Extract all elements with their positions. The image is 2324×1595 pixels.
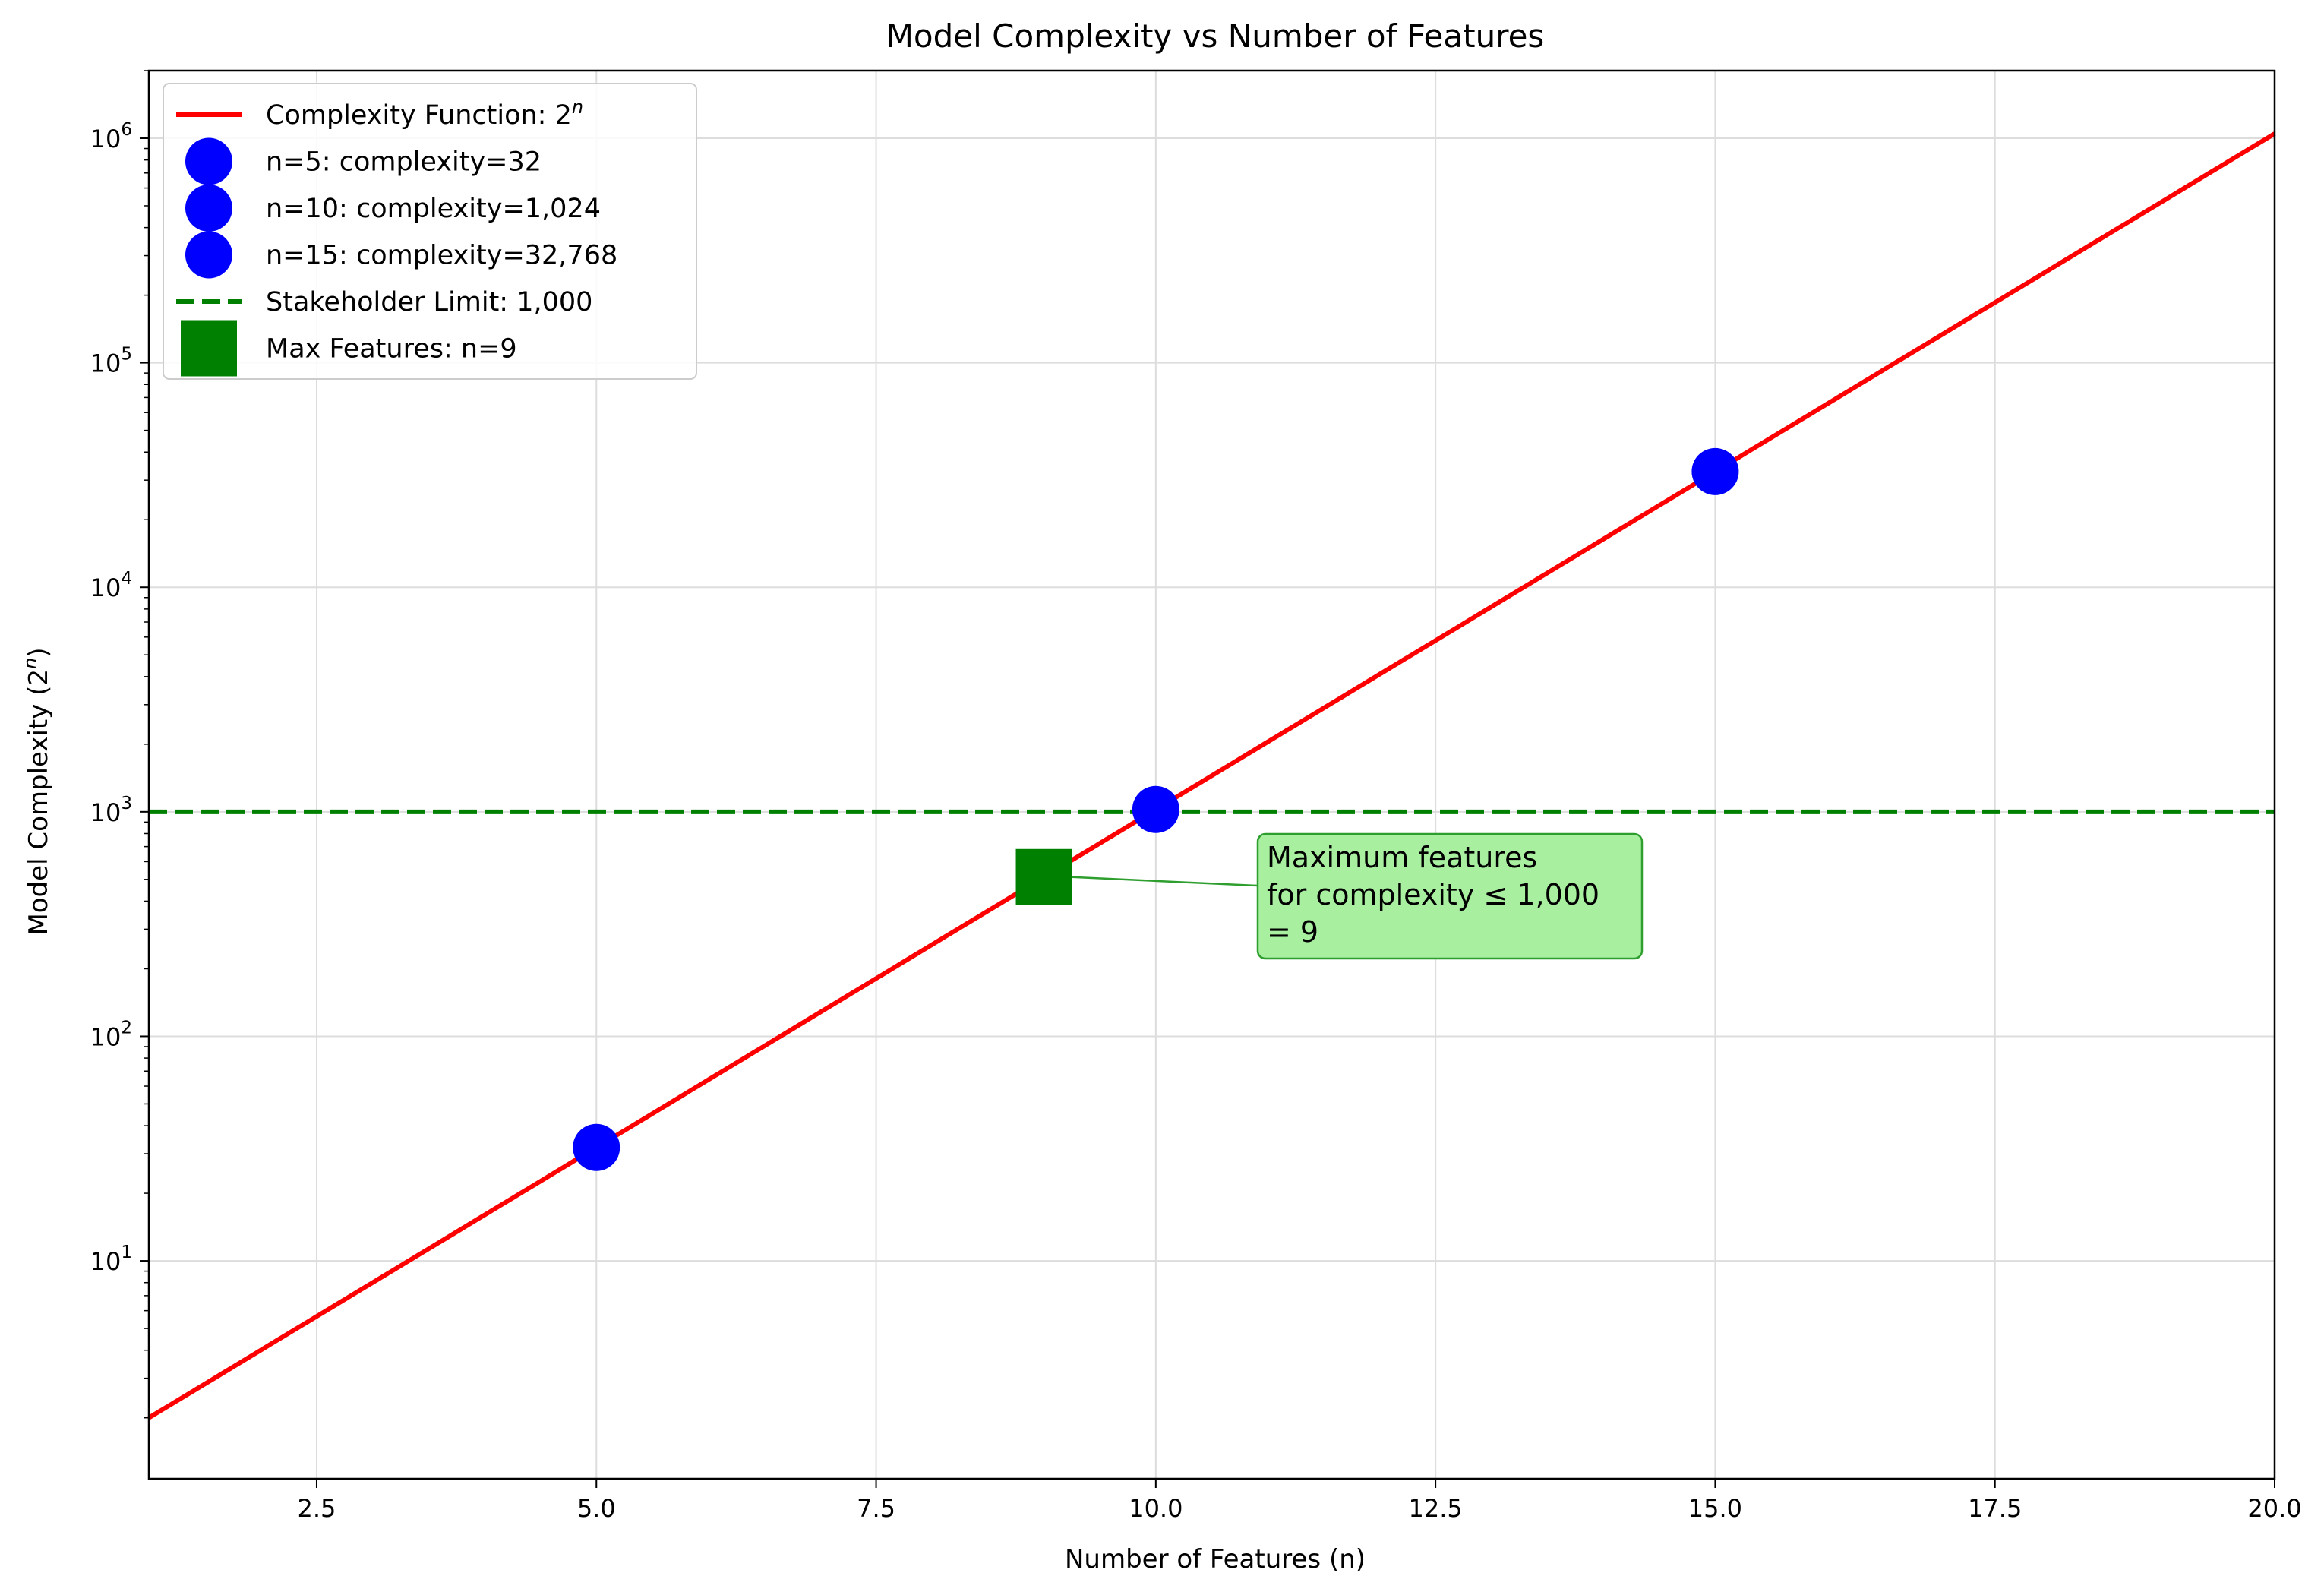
legend-label: n=10: complexity=1,024 xyxy=(266,194,601,224)
complexity-line xyxy=(147,131,2276,1420)
x-axis-ticks: 2.5 5.0 7.5 10.0 12.5 15.0 17.5 20.0 xyxy=(298,1479,2302,1523)
y-axis-label-superscript: n xyxy=(20,658,41,669)
annotation-box xyxy=(1256,832,1644,960)
max-features-marker xyxy=(1015,848,1072,905)
annotation-arrow xyxy=(1072,876,1258,887)
x-tick-label: 20.0 xyxy=(2247,1494,2301,1523)
legend-circle-swatch xyxy=(185,137,232,185)
x-tick-label: 17.5 xyxy=(1968,1494,2022,1523)
annotation-text-line: = 9 xyxy=(1267,915,1318,949)
legend: Complexity Function: 2n n=5: complexity=3… xyxy=(163,83,697,380)
x-axis-label: Number of Features (n) xyxy=(1065,1544,1366,1574)
x-tick-label: 5.0 xyxy=(577,1494,616,1523)
annotation: Maximum features for complexity ≤ 1,000 = … xyxy=(1072,832,1644,960)
complexity-point-n5 xyxy=(573,1123,620,1171)
y-tick-label: 101 xyxy=(90,1243,132,1276)
x-tick-label: 2.5 xyxy=(298,1494,336,1523)
y-axis-label: Model Complexity (2n) xyxy=(20,647,54,935)
complexity-point-n15 xyxy=(1691,447,1739,495)
legend-label: Complexity Function: 2n xyxy=(266,96,583,131)
x-tick-label: 7.5 xyxy=(857,1494,895,1523)
legend-label: Stakeholder Limit: 1,000 xyxy=(266,287,592,317)
x-tick-label: 12.5 xyxy=(1409,1494,1463,1523)
legend-circle-swatch xyxy=(185,231,232,279)
complexity-point-n10 xyxy=(1132,785,1179,833)
legend-square-swatch xyxy=(181,320,237,377)
legend-box xyxy=(163,83,697,380)
legend-label: Max Features: n=9 xyxy=(266,334,517,365)
legend-label: n=15: complexity=32,768 xyxy=(266,241,617,271)
plot-frame xyxy=(147,69,2276,1480)
plot-content xyxy=(147,131,2276,1420)
annotation-text-line: Maximum features xyxy=(1267,841,1537,874)
legend-circle-swatch xyxy=(185,185,232,232)
chart-title: Model Complexity vs Number of Features xyxy=(886,17,1545,55)
annotation-text-line: for complexity ≤ 1,000 xyxy=(1267,878,1599,911)
x-tick-label: 10.0 xyxy=(1129,1494,1183,1523)
x-tick-label: 15.0 xyxy=(1688,1494,1742,1523)
legend-label: n=5: complexity=32 xyxy=(266,147,542,178)
